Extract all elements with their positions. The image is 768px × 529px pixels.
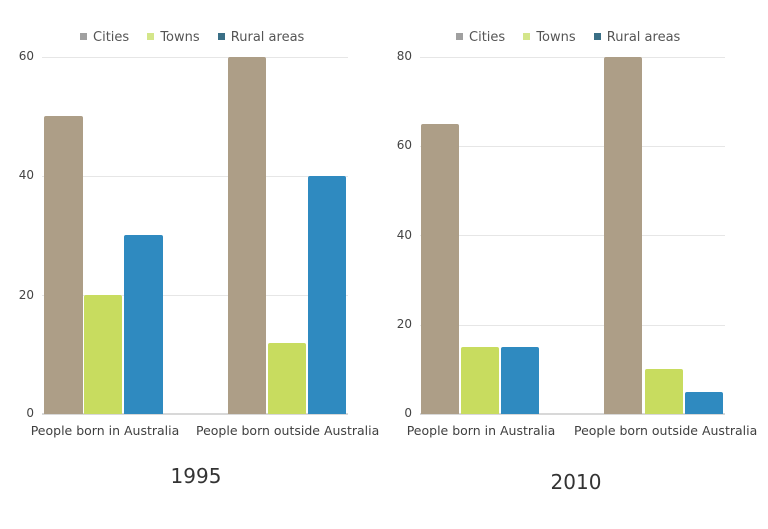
gridline-60 <box>42 57 348 58</box>
y-tick-40: 40 <box>396 228 412 242</box>
legend: Cities Towns Rural areas <box>80 30 318 45</box>
legend-item-cities: Cities <box>80 30 129 45</box>
gridline-40 <box>420 235 725 236</box>
y-tick-0: 0 <box>404 406 412 420</box>
gridline-80 <box>420 57 725 58</box>
x-label-outside: People born outside Australia <box>196 423 380 438</box>
y-tick-60: 60 <box>18 49 34 63</box>
gridline-20 <box>420 325 725 326</box>
bar-1995-australia-cities <box>44 116 83 414</box>
bar-2010-australia-cities <box>421 124 459 414</box>
y-tick-20: 20 <box>396 317 412 331</box>
x-label-australia: People born in Australia <box>406 423 556 438</box>
rural-swatch-icon <box>593 33 601 40</box>
gridline-40 <box>42 176 348 177</box>
chart-1995: Cities Towns Rural areas 60 40 20 0 Peop… <box>18 30 380 488</box>
cities-swatch-icon <box>80 33 87 40</box>
x-label-outside: People born outside Australia <box>574 423 758 438</box>
legend-item-towns: Towns <box>523 30 576 45</box>
y-tick-0: 0 <box>26 406 34 420</box>
bar-1995-australia-rural <box>124 235 163 414</box>
y-tick-80: 80 <box>396 49 412 63</box>
y-tick-20: 20 <box>18 288 34 302</box>
cities-swatch-icon <box>456 33 463 40</box>
y-tick-40: 40 <box>18 168 34 182</box>
chart-title-2010: 2010 <box>550 470 602 494</box>
bar-2010-outside-rural <box>685 392 723 414</box>
legend-item-towns: Towns <box>147 30 200 45</box>
towns-swatch-icon <box>523 33 531 40</box>
bar-1995-outside-rural <box>308 176 346 414</box>
legend-item-cities: Cities <box>456 30 505 45</box>
plot-area <box>42 57 348 415</box>
x-label-australia: People born in Australia <box>30 423 180 438</box>
chart-title-1995: 1995 <box>170 464 222 488</box>
bar-2010-australia-towns <box>461 347 499 414</box>
rural-swatch-icon <box>217 33 225 40</box>
gridline-60 <box>420 146 725 147</box>
legend-item-rural: Rural areas <box>217 30 304 45</box>
legend: Cities Towns Rural areas <box>456 30 694 45</box>
towns-swatch-icon <box>147 33 155 40</box>
bar-2010-outside-towns <box>645 369 683 414</box>
bar-1995-australia-towns <box>84 295 122 414</box>
bar-2010-outside-cities <box>604 57 642 414</box>
gridline-20 <box>42 295 348 296</box>
chart-2010: Cities Towns Rural areas 80 60 40 20 0 P… <box>390 0 768 529</box>
bar-1995-outside-towns <box>268 343 306 414</box>
x-axis-baseline <box>420 413 725 415</box>
legend-item-rural: Rural areas <box>593 30 680 45</box>
x-axis-baseline <box>42 413 348 415</box>
y-tick-60: 60 <box>396 138 412 152</box>
bar-1995-outside-cities <box>228 57 266 414</box>
bar-2010-australia-rural <box>501 347 539 414</box>
plot-area <box>420 57 725 415</box>
